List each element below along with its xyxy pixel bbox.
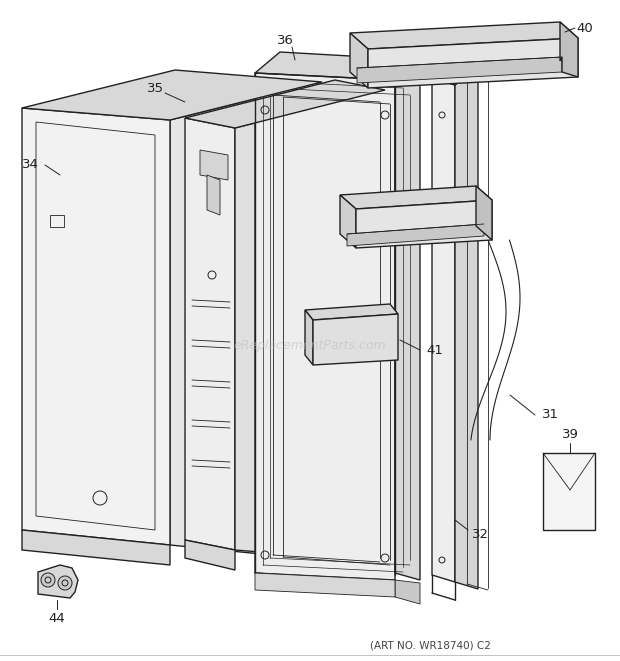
Polygon shape — [255, 52, 420, 80]
Text: 34: 34 — [22, 159, 38, 171]
Polygon shape — [476, 186, 492, 240]
Polygon shape — [432, 58, 478, 85]
Text: eReplacementParts.com: eReplacementParts.com — [234, 338, 386, 352]
Polygon shape — [356, 200, 492, 248]
Text: 31: 31 — [541, 408, 559, 422]
Polygon shape — [432, 78, 455, 582]
Polygon shape — [305, 310, 313, 365]
Polygon shape — [543, 453, 595, 530]
Polygon shape — [395, 60, 420, 580]
Text: 36: 36 — [277, 34, 293, 46]
Text: 39: 39 — [562, 428, 578, 442]
Text: 41: 41 — [427, 344, 443, 356]
Polygon shape — [207, 175, 220, 215]
Polygon shape — [235, 90, 385, 562]
Polygon shape — [340, 195, 356, 248]
Polygon shape — [170, 82, 322, 560]
Polygon shape — [350, 22, 578, 49]
Polygon shape — [395, 580, 420, 604]
Polygon shape — [38, 565, 78, 598]
Polygon shape — [255, 73, 395, 583]
Circle shape — [58, 576, 72, 590]
Text: 40: 40 — [577, 22, 593, 34]
Polygon shape — [350, 33, 368, 88]
Circle shape — [41, 573, 55, 587]
Polygon shape — [22, 108, 170, 545]
Bar — [50, 215, 64, 227]
Polygon shape — [185, 80, 385, 128]
Polygon shape — [368, 38, 578, 88]
Polygon shape — [455, 65, 478, 589]
Polygon shape — [347, 224, 484, 246]
Polygon shape — [22, 530, 170, 565]
Polygon shape — [340, 186, 492, 209]
Polygon shape — [305, 304, 398, 320]
Polygon shape — [255, 573, 395, 597]
Text: 44: 44 — [48, 611, 65, 625]
Text: 32: 32 — [471, 529, 489, 541]
Text: 35: 35 — [146, 81, 164, 95]
Polygon shape — [200, 150, 228, 180]
Polygon shape — [313, 314, 398, 365]
Polygon shape — [560, 22, 578, 77]
Polygon shape — [185, 540, 235, 570]
Polygon shape — [185, 118, 235, 550]
Polygon shape — [22, 70, 322, 120]
Polygon shape — [357, 57, 562, 83]
Text: (ART NO. WR18740) C2: (ART NO. WR18740) C2 — [370, 640, 490, 650]
